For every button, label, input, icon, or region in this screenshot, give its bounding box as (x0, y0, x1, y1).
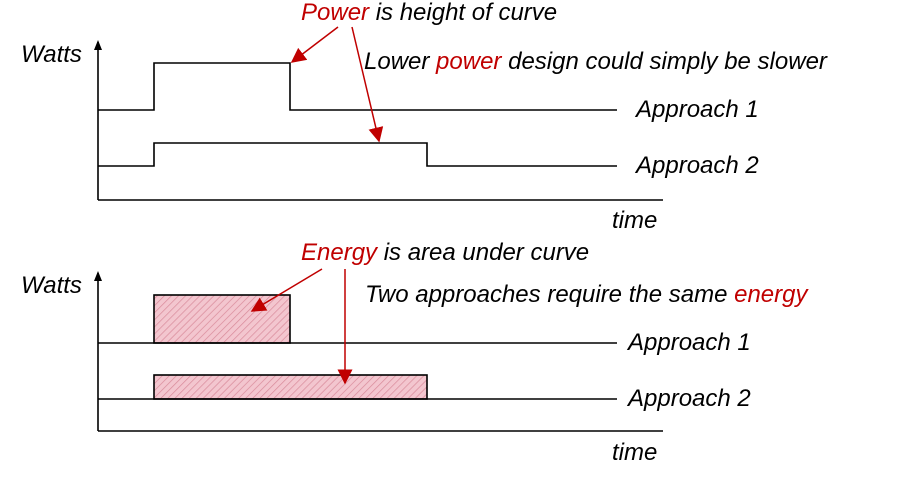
bottom-panel: Watts time Approach 1 Approach 2 Energy … (21, 239, 809, 466)
top-title-rest: is height of curve (369, 0, 557, 26)
bottom-approach-2-label: Approach 2 (626, 385, 751, 412)
top-y-axis-label: Watts (21, 41, 82, 68)
top-title-emph: Power (301, 0, 370, 26)
top-note-pre: Lower (364, 48, 436, 75)
bottom-note: Two approaches require the same energy (365, 281, 809, 308)
bottom-approach-1-label: Approach 1 (626, 329, 751, 356)
top-x-axis-label: time (612, 207, 657, 234)
top-pointer-arrow-2 (351, 26, 384, 143)
bottom-x-axis-label: time (612, 439, 657, 466)
top-approach-2-curve (98, 142, 617, 167)
top-approach-1-label: Approach 1 (634, 96, 759, 123)
top-note-emph: power (435, 48, 502, 75)
top-approach-1-curve (98, 62, 617, 111)
bottom-y-axis-label: Watts (21, 272, 82, 299)
bottom-note-pre: Two approaches require the same (365, 281, 734, 308)
bottom-title-emph: Energy (301, 239, 379, 266)
top-approach-2-label: Approach 2 (634, 152, 759, 179)
bottom-pointer-arrow-1 (250, 268, 323, 312)
top-note: Lower power design could simply be slowe… (364, 48, 828, 75)
bottom-title-rest: is area under curve (377, 239, 589, 266)
bottom-note-emph: energy (734, 281, 809, 308)
bottom-approach-2-energy-area (153, 374, 428, 400)
top-pointer-arrow-1 (290, 26, 339, 63)
top-y-axis-arrowhead (94, 40, 102, 50)
bottom-title: Energy is area under curve (301, 239, 589, 266)
top-title: Power is height of curve (301, 0, 557, 26)
top-panel: Watts time Approach 1 Approach 2 Power i… (21, 0, 828, 234)
top-note-post: design could simply be slower (501, 48, 827, 75)
bottom-approach-1-energy-area (153, 294, 291, 344)
bottom-y-axis-arrowhead (94, 271, 102, 281)
